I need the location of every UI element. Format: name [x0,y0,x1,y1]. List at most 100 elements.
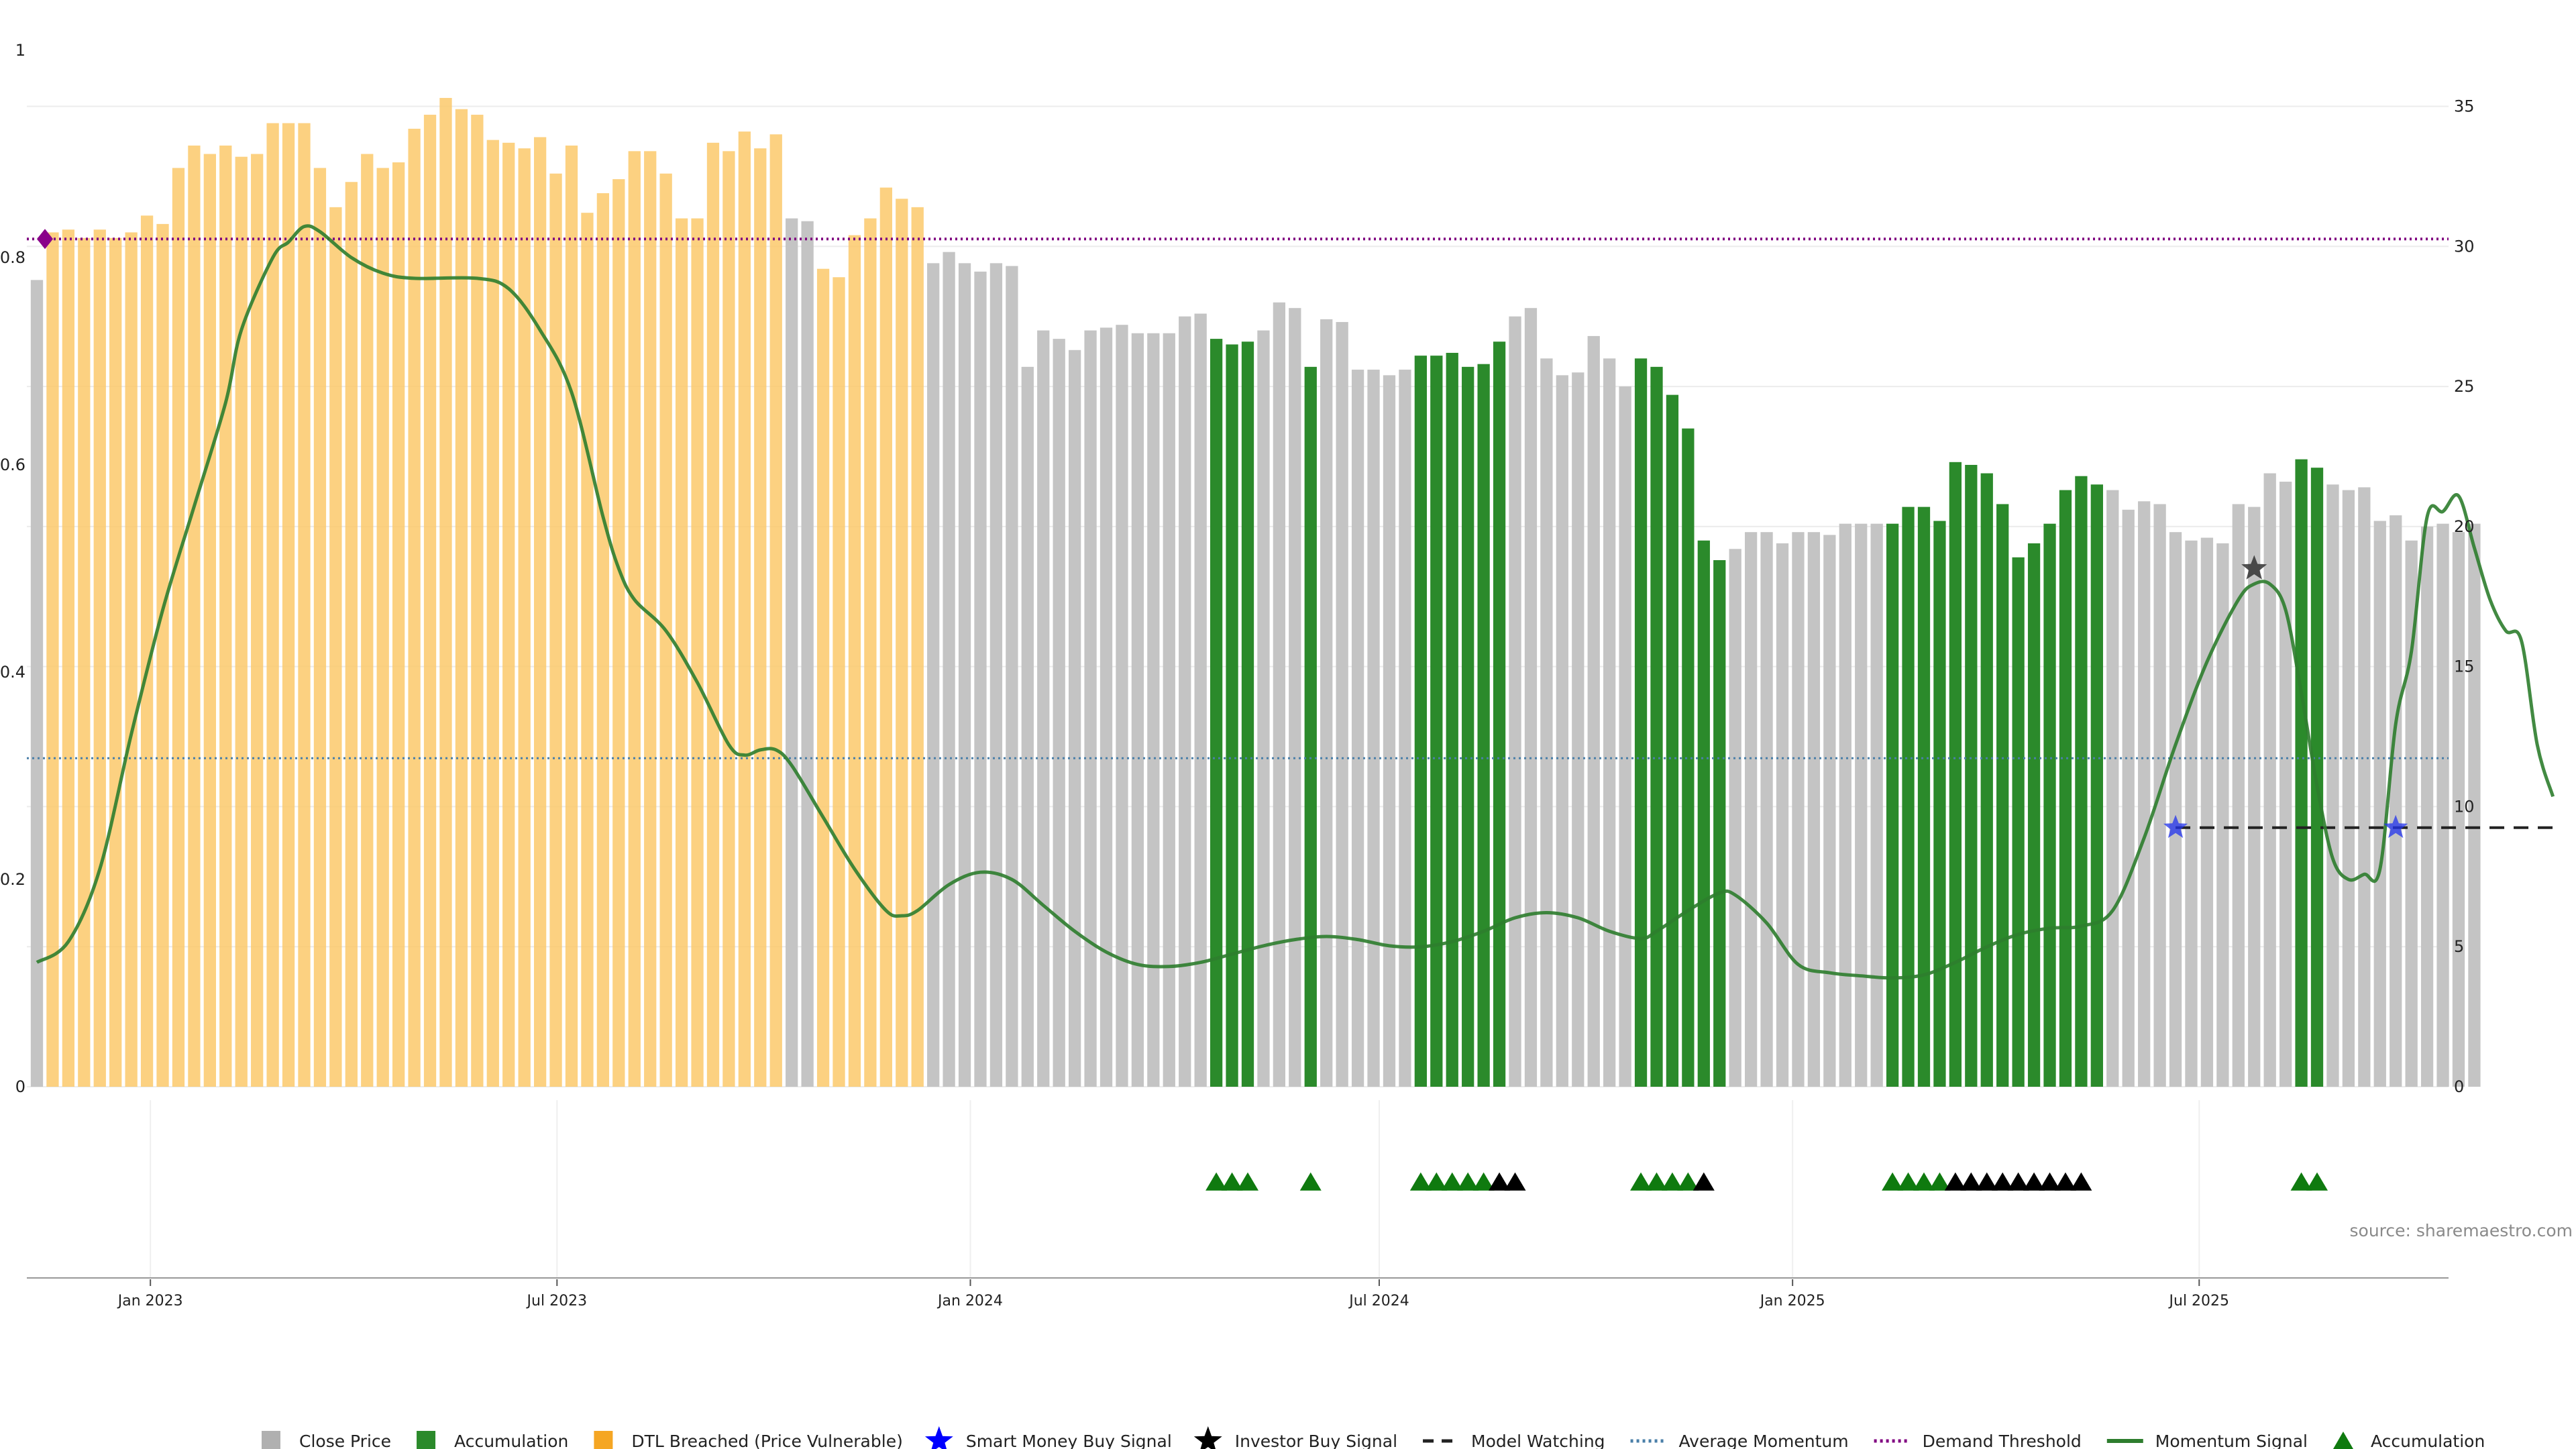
price-bars [30,97,2481,1087]
price-bar [1069,350,1081,1087]
right-tick-label: 5 [2454,937,2464,956]
accumulation-triangle [1221,1172,1243,1191]
price-bar [2200,537,2214,1087]
smart-money-star [2163,814,2188,839]
price-bar [1965,465,1978,1087]
legend-label: Model Watching [1471,1432,1605,1449]
left-tick-label: 1 [15,41,25,60]
right-tick-label: 20 [2454,517,2475,536]
price-bar [1053,339,1065,1087]
investor-triangle [1693,1172,1715,1191]
investor-triangle [2070,1172,2092,1191]
price-bar [109,237,122,1087]
price-bar [612,179,625,1087]
price-bar [471,115,484,1087]
legend-label: Accumulation [454,1432,568,1449]
price-bar [1917,506,1931,1087]
price-bar [786,218,798,1087]
accumulation-triangle [1897,1172,1919,1191]
price-bar [219,145,232,1087]
investor-triangle [2054,1172,2076,1191]
accumulation-triangle [1472,1172,1495,1191]
x-tick-label: Jul 2023 [526,1293,588,1309]
price-bar [1336,322,1348,1087]
price-bar [864,218,877,1087]
price-bar [2405,540,2418,1087]
price-bar [345,182,358,1087]
legend-item-watch: Model Watching [1423,1432,1605,1449]
investor-triangle [1489,1172,1511,1191]
accumulation-triangle [1409,1172,1432,1191]
price-bar [439,97,452,1087]
x-tick-label: Jul 2025 [2168,1293,2230,1309]
legend-swatch [417,1431,436,1449]
price-bar [2059,490,2072,1087]
legend-star-icon [1193,1426,1222,1449]
price-bar [361,154,374,1087]
price-bar [879,187,892,1087]
price-bar [2468,523,2481,1087]
signal-markers [37,229,2408,839]
price-bar [1273,302,1286,1087]
investor-triangle [2039,1172,2061,1191]
price-bar [722,151,735,1087]
left-tick-label: 0 [15,1077,25,1096]
price-bar [2169,532,2182,1087]
price-bar [46,232,59,1087]
investor-star [2241,555,2267,580]
price-bar [1886,523,1899,1087]
price-bar [62,229,75,1087]
left-tick-label: 0.6 [0,455,25,474]
price-bar [2185,540,2198,1087]
price-bar [833,277,845,1087]
price-bar [1210,339,1223,1087]
accumulation-triangle [1237,1172,1258,1191]
price-bar [974,271,987,1087]
left-tick-label: 0.8 [0,248,25,267]
price-bar [156,223,169,1087]
price-bar [1241,341,1254,1087]
price-bar [2373,521,2386,1087]
price-bar [502,142,515,1087]
price-bar [1226,344,1238,1087]
legend-label: Smart Money Buy Signal [966,1432,1172,1449]
price-bar [958,263,971,1087]
legend-label: Close Price [299,1432,391,1449]
price-bar [1572,372,1585,1087]
price-bar [125,232,138,1087]
price-bar [2342,490,2355,1087]
right-tick-label: 0 [2454,1077,2464,1096]
price-bar [927,263,940,1087]
price-bar [1477,364,1490,1087]
price-bar [2075,476,2088,1087]
accumulation-triangle [1299,1172,1322,1191]
price-bar [1792,532,1805,1087]
price-bar [1147,333,1160,1087]
price-bar [1980,473,1993,1087]
legend-star-icon [924,1426,953,1449]
accumulation-triangle [1205,1172,1228,1191]
price-bar [188,145,201,1087]
investor-triangle [1976,1172,1998,1191]
price-bar [2279,482,2292,1087]
legend-triangle-icon [2332,1432,2353,1449]
price-bar [2122,509,2135,1087]
price-bar [706,142,720,1087]
legend-label: Accumulation [2371,1432,2485,1449]
price-bar [1603,358,1616,1087]
price-bar [1524,308,1538,1087]
price-bar [581,213,594,1087]
price-bar [911,207,924,1087]
price-bar [392,162,405,1087]
price-bar [2248,506,2261,1087]
accumulation-triangle [1661,1172,1683,1191]
price-bar [140,215,154,1087]
price-bar [896,199,908,1087]
price-bar [1587,335,1600,1087]
price-bar [376,168,389,1087]
right-tick-label: 30 [2454,237,2475,256]
investor-triangle [2023,1172,2045,1191]
legend-item-accum-tri: Accumulation [2332,1432,2485,1449]
accumulation-triangle [2290,1172,2312,1191]
price-bar [2232,504,2245,1087]
